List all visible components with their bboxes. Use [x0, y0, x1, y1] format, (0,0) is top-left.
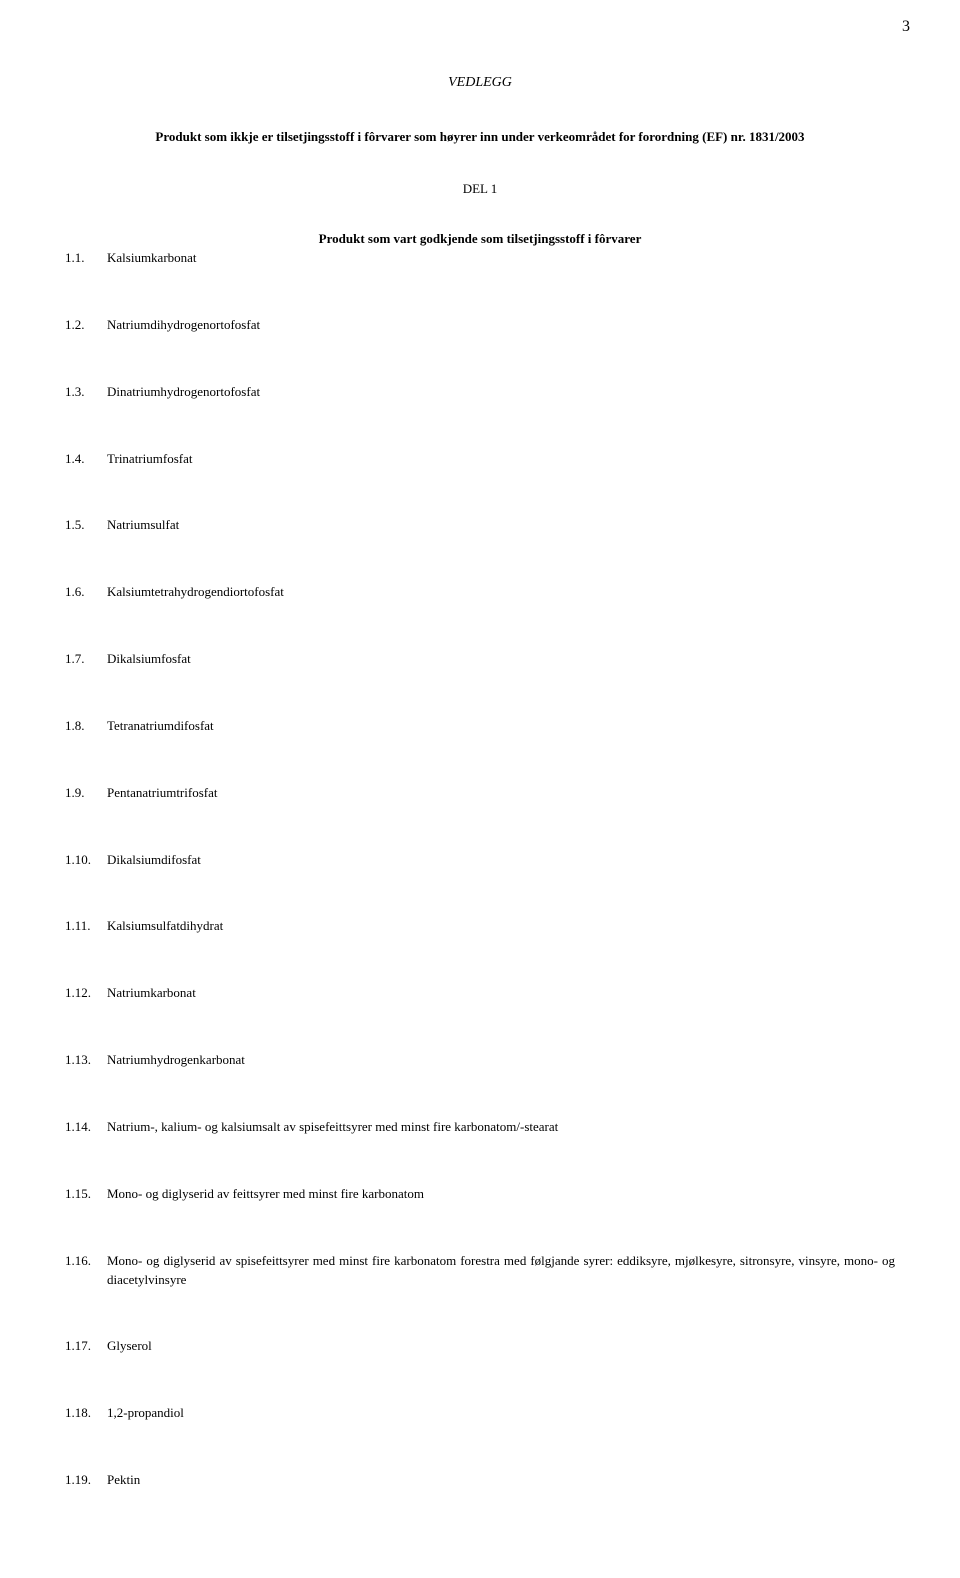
list-item: 1.19. Pektin	[65, 1471, 895, 1490]
list-item: 1.10. Dikalsiumdifosfat	[65, 851, 895, 870]
item-label: Kalsiumkarbonat	[107, 249, 895, 268]
item-label: Dikalsiumdifosfat	[107, 851, 895, 870]
item-number: 1.1.	[65, 249, 107, 268]
item-number: 1.16.	[65, 1252, 107, 1290]
list-item: 1.12. Natriumkarbonat	[65, 984, 895, 1003]
item-label: Kalsiumsulfatdihydrat	[107, 917, 895, 936]
item-number: 1.10.	[65, 851, 107, 870]
main-heading: VEDLEGG	[65, 75, 895, 91]
item-number: 1.18.	[65, 1404, 107, 1423]
page-number: 3	[902, 18, 910, 36]
item-label: Pektin	[107, 1471, 895, 1490]
list-item: 1.4. Trinatriumfosfat	[65, 450, 895, 469]
list-item: 1.5. Natriumsulfat	[65, 516, 895, 535]
item-number: 1.15.	[65, 1185, 107, 1204]
item-number: 1.9.	[65, 784, 107, 803]
item-number: 1.4.	[65, 450, 107, 469]
subtitle: Produkt som ikkje er tilsetjingsstoff i …	[65, 129, 895, 145]
item-number: 1.11.	[65, 917, 107, 936]
list-item: 1.17. Glyserol	[65, 1337, 895, 1356]
list-item: 1.9. Pentanatriumtrifosfat	[65, 784, 895, 803]
item-number: 1.7.	[65, 650, 107, 669]
item-number: 1.3.	[65, 383, 107, 402]
list-item: 1.6. Kalsiumtetrahydrogendiortofosfat	[65, 583, 895, 602]
item-label: Natriumkarbonat	[107, 984, 895, 1003]
list-item: 1.18. 1,2-propandiol	[65, 1404, 895, 1423]
item-label: Tetranatriumdifosfat	[107, 717, 895, 736]
list-item: 1.11. Kalsiumsulfatdihydrat	[65, 917, 895, 936]
item-label: Glyserol	[107, 1337, 895, 1356]
item-number: 1.13.	[65, 1051, 107, 1070]
page: 3 VEDLEGG Produkt som ikkje er tilsetjin…	[0, 0, 960, 1578]
item-number: 1.14.	[65, 1118, 107, 1137]
item-label: Natriumsulfat	[107, 516, 895, 535]
item-label: 1,2-propandiol	[107, 1404, 895, 1423]
item-number: 1.8.	[65, 717, 107, 736]
item-label: Mono- og diglyserid av spisefeittsyrer m…	[107, 1252, 895, 1290]
item-label: Kalsiumtetrahydrogendiortofosfat	[107, 583, 895, 602]
item-label: Natriumhydrogenkarbonat	[107, 1051, 895, 1070]
list-item: 1.2. Natriumdihydrogenortofosfat	[65, 316, 895, 335]
sub-heading: Produkt som vart godkjende som tilsetjin…	[65, 231, 895, 247]
list-item: 1.13. Natriumhydrogenkarbonat	[65, 1051, 895, 1070]
list-item: 1.3. Dinatriumhydrogenortofosfat	[65, 383, 895, 402]
item-label: Mono- og diglyserid av feittsyrer med mi…	[107, 1185, 895, 1204]
item-label: Dikalsiumfosfat	[107, 650, 895, 669]
list-item: 1.14. Natrium-, kalium- og kalsiumsalt a…	[65, 1118, 895, 1137]
list-item: 1.1. Kalsiumkarbonat	[65, 249, 895, 268]
del-label: DEL 1	[65, 181, 895, 197]
item-number: 1.2.	[65, 316, 107, 335]
list-item: 1.8. Tetranatriumdifosfat	[65, 717, 895, 736]
item-label: Natrium-, kalium- og kalsiumsalt av spis…	[107, 1118, 895, 1137]
item-number: 1.5.	[65, 516, 107, 535]
list-item: 1.7. Dikalsiumfosfat	[65, 650, 895, 669]
list-item: 1.16. Mono- og diglyserid av spisefeitts…	[65, 1252, 895, 1290]
item-label: Trinatriumfosfat	[107, 450, 895, 469]
item-number: 1.6.	[65, 583, 107, 602]
item-number: 1.17.	[65, 1337, 107, 1356]
item-number: 1.19.	[65, 1471, 107, 1490]
item-label: Pentanatriumtrifosfat	[107, 784, 895, 803]
item-number: 1.12.	[65, 984, 107, 1003]
list-item: 1.15. Mono- og diglyserid av feittsyrer …	[65, 1185, 895, 1204]
item-label: Dinatriumhydrogenortofosfat	[107, 383, 895, 402]
item-label: Natriumdihydrogenortofosfat	[107, 316, 895, 335]
